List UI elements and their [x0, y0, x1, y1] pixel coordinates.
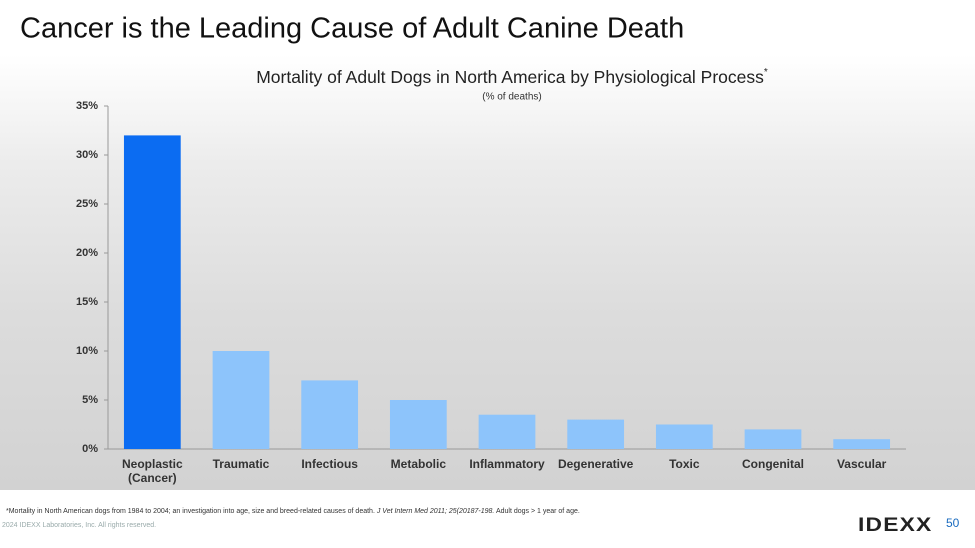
copyright: 2024 IDEXX Laboratories, Inc. All rights… — [2, 522, 157, 529]
y-tick-label: 0% — [82, 443, 98, 455]
bar — [567, 419, 625, 449]
chart-subtitle: (% of deaths) — [482, 92, 541, 103]
bar — [833, 439, 891, 449]
x-tick-label: Metabolic — [390, 457, 446, 471]
footnote-journal: J Vet Intern Med 2011; 25(20187-198. — [376, 508, 495, 515]
x-tick-label: Congenital — [742, 457, 804, 471]
y-tick-label: 10% — [76, 345, 98, 357]
footnote-text: *Mortality in North American dogs from 1… — [6, 508, 375, 515]
x-tick-label: Toxic — [669, 457, 700, 471]
y-tick-label: 35% — [76, 100, 98, 112]
bar — [478, 414, 536, 449]
chart-title-text: Mortality of Adult Dogs in North America… — [256, 67, 764, 87]
y-tick-label: 30% — [76, 149, 98, 161]
y-tick-label: 20% — [76, 247, 98, 259]
y-tick-label: 25% — [76, 198, 98, 210]
y-tick-label: 5% — [82, 394, 98, 406]
bar — [301, 380, 359, 449]
slide-title: Cancer is the Leading Cause of Adult Can… — [20, 13, 684, 45]
bar — [655, 424, 713, 449]
logo: IDEXX — [858, 515, 933, 536]
x-tick-label: Inflammatory — [469, 457, 545, 471]
x-tick-label: Infectious — [301, 457, 358, 471]
bar — [389, 400, 447, 449]
footnote: *Mortality in North American dogs from 1… — [6, 508, 580, 515]
bar — [123, 135, 181, 449]
chart-title-mark: * — [764, 67, 768, 78]
y-tick-label: 15% — [76, 296, 98, 308]
x-tick-label: Traumatic — [212, 457, 270, 471]
bar — [744, 429, 802, 449]
x-tick-label: Degenerative — [557, 457, 634, 471]
bar — [212, 351, 270, 449]
x-tick-label: Neoplastic (Cancer) — [121, 457, 183, 485]
chart-title: Mortality of Adult Dogs in North America… — [256, 67, 768, 87]
footnote-rest: Adult dogs > 1 year of age. — [495, 508, 580, 515]
x-tick-label: Vascular — [836, 457, 887, 471]
page-number: 50 — [946, 516, 960, 530]
